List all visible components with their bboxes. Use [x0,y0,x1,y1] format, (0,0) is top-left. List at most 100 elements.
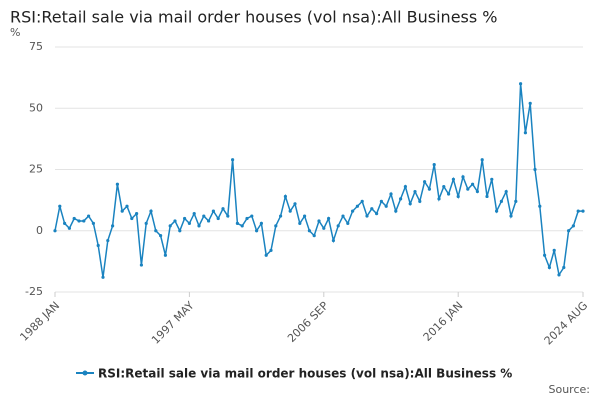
point [471,182,475,186]
point [293,202,297,206]
point [562,265,566,270]
point [461,175,465,179]
point [202,214,206,218]
point [576,209,580,213]
point [341,214,345,218]
point [399,197,403,201]
point [197,224,201,228]
series-line [54,83,583,278]
point [389,192,393,196]
point [447,192,451,196]
source: Source: [549,383,591,396]
point [154,229,158,233]
point [403,185,407,189]
point [504,189,508,194]
point [130,216,134,221]
y-tick-label: 25 [29,163,43,176]
point [144,221,148,225]
point [499,199,503,203]
point [384,204,388,208]
point [255,229,259,233]
point [312,234,316,238]
x-tick-label: 2006 SEP [285,299,331,345]
point [240,224,244,228]
point [168,224,172,228]
point [187,221,191,225]
y-tick-label: -25 [25,285,43,298]
point [173,219,177,223]
point [351,209,355,213]
point [581,209,585,213]
point [475,189,479,194]
point [370,207,374,211]
point [538,204,542,208]
y-tick-label: 0 [36,224,43,237]
point [245,216,249,221]
point [543,253,547,257]
point [235,221,239,225]
point [394,209,398,213]
point [226,214,230,218]
legend-label: RSI:Retail sale via mail order houses (v… [98,367,512,381]
point [125,204,129,208]
point [418,199,422,203]
point [269,248,273,252]
point [514,199,518,203]
point [163,253,167,257]
point [451,177,455,181]
point [264,253,268,257]
point [250,214,254,218]
point [274,224,278,228]
point [283,194,287,199]
x-tick-label: 2016 JAN [421,299,466,344]
point [327,216,331,221]
chart-title: RSI:Retail sale via mail order houses (v… [10,8,498,27]
point [87,214,91,218]
point [279,214,283,218]
point [149,209,153,213]
point [106,238,110,243]
point [523,131,528,135]
point [442,185,446,189]
point [216,216,220,221]
y-unit: % [10,26,20,39]
point [101,275,105,279]
point [365,214,369,218]
point [288,209,292,213]
point [552,248,556,252]
x-tick-label: 1997 MAY [149,299,197,347]
point [211,209,215,213]
point [427,187,431,191]
point [58,204,62,208]
point [178,229,182,233]
legend-marker [82,370,88,376]
point [303,214,307,218]
point [533,167,537,172]
point [135,212,139,216]
point [466,187,470,191]
point [63,221,67,225]
point [77,219,81,223]
point [96,243,100,248]
point [317,219,321,223]
point [115,182,119,186]
point [355,204,359,208]
point [53,229,57,233]
point [298,221,302,225]
point [547,265,552,270]
point [336,224,340,228]
point [346,221,350,225]
point [67,226,71,230]
point [557,273,561,277]
point [509,214,513,218]
point [72,216,76,221]
point [528,101,532,105]
point [413,189,417,194]
point [432,163,436,167]
point [375,212,379,216]
y-tick-label: 75 [29,40,43,53]
point [437,197,441,201]
point [192,212,196,216]
point [331,238,335,243]
